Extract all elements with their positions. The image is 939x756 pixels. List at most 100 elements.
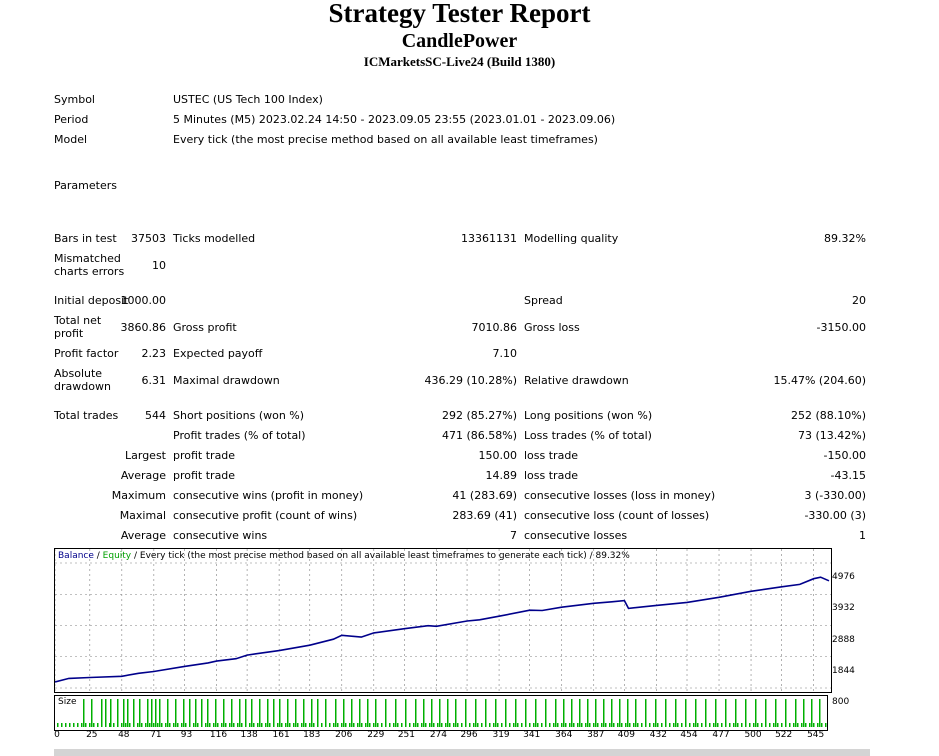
maxdd-label: Maximal drawdown [173, 374, 280, 387]
bars-label: Bars in test [54, 232, 117, 245]
trades-value: 544 [145, 409, 166, 422]
largest-label: Largest [125, 449, 166, 462]
size-bar [325, 699, 327, 727]
size-base-mark [193, 723, 195, 727]
x-tick-label: 364 [555, 730, 573, 740]
x-tick-label: 161 [272, 730, 290, 740]
size-bar [765, 699, 767, 727]
size-base-mark [137, 723, 139, 727]
avg2-label: Average [120, 529, 166, 542]
period-value: 5 Minutes (M5) 2023.02.24 14:50 - 2023.0… [173, 113, 616, 126]
size-bar [505, 699, 507, 727]
size-base-mark [437, 723, 439, 727]
size-panel: Size [54, 695, 828, 731]
balance-chart-svg [55, 549, 831, 692]
size-base-mark [757, 723, 759, 727]
size-base-mark [297, 723, 299, 727]
grossprofit-value: 7010.86 [471, 321, 518, 334]
size-base-mark [253, 723, 255, 727]
size-base-mark [209, 723, 211, 727]
size-base-mark [649, 723, 651, 727]
size-base-mark [609, 723, 611, 727]
size-base-mark [333, 723, 335, 727]
size-bar [335, 699, 337, 727]
avg-wins-label: consecutive wins [173, 529, 268, 542]
size-bar [259, 699, 261, 727]
size-base-mark [397, 723, 399, 727]
size-base-mark [569, 723, 571, 727]
size-base-mark [265, 723, 267, 727]
size-base-mark [813, 723, 815, 727]
size-bar [685, 699, 687, 727]
size-bar [603, 699, 605, 727]
x-tick-label: 274 [429, 730, 448, 740]
x-tick-label: 251 [397, 730, 415, 740]
size-base-mark [157, 723, 159, 727]
size-base-mark [553, 723, 555, 727]
size-base-mark [237, 723, 239, 727]
size-base-mark [629, 723, 631, 727]
legend-sep: / [93, 551, 103, 561]
size-base-mark [729, 723, 731, 727]
long-value: 252 (88.10%) [790, 409, 866, 422]
size-base-mark [249, 723, 251, 727]
x-tick-label: 206 [335, 730, 353, 740]
size-base-mark [361, 723, 363, 727]
size-bar [715, 699, 717, 727]
average-loss-label: loss trade [524, 469, 579, 482]
size-base-mark [345, 723, 347, 727]
size-bar [819, 699, 821, 727]
size-base-mark [233, 723, 235, 727]
size-bar [127, 699, 129, 727]
x-tick-label: 71 [150, 730, 162, 740]
x-tick-label: 0 [54, 730, 60, 740]
size-bar [110, 699, 112, 727]
size-bar [267, 699, 269, 727]
size-bar [515, 699, 517, 727]
y-tick-label: 2888 [832, 634, 855, 645]
symbol-label: Symbol [54, 93, 95, 106]
maximal-profit-label: consecutive profit (count of wins) [173, 509, 358, 522]
size-bar [159, 699, 161, 727]
size-base-mark [285, 723, 287, 727]
x-tick-label: 409 [617, 730, 635, 740]
x-tick-label: 341 [523, 730, 541, 740]
size-base-mark [425, 723, 427, 727]
size-base-mark [773, 723, 775, 727]
size-bar [485, 699, 487, 727]
legend-rest: / Every tick (the most precise method ba… [131, 551, 630, 561]
size-bar [619, 699, 621, 727]
grossprofit-label: Gross profit [173, 321, 237, 334]
size-bar [303, 699, 305, 727]
size-bar [367, 699, 369, 727]
size-base-mark [85, 723, 87, 727]
size-base-mark [661, 723, 663, 727]
size-bar [665, 699, 667, 727]
size-base-mark [501, 723, 503, 727]
x-tick-label: 432 [649, 730, 667, 740]
size-bar [175, 699, 177, 727]
x-tick-label: 183 [303, 730, 321, 740]
series-line-balance [55, 576, 830, 683]
size-base-mark [73, 723, 75, 727]
size-base-mark [605, 723, 607, 727]
size-base-mark [637, 723, 639, 727]
size-base-mark [141, 723, 143, 727]
size-base-mark [321, 723, 323, 727]
size-base-mark [777, 723, 779, 727]
size-bar [317, 699, 319, 727]
size-bar [579, 699, 581, 727]
size-base-mark [77, 723, 79, 727]
size-base-mark [205, 723, 207, 727]
size-base-mark [129, 723, 131, 727]
size-base-mark [493, 723, 495, 727]
loss-trades-label: Loss trades (% of total) [524, 429, 652, 442]
max-wins-value: 41 (283.69) [452, 489, 517, 502]
size-bar [223, 699, 225, 727]
size-base-mark [337, 723, 339, 727]
size-base-mark [377, 723, 379, 727]
size-bar [183, 699, 185, 727]
netprofit-label-2: profit [54, 327, 84, 340]
grossloss-value: -3150.00 [816, 321, 866, 334]
absdd-label-1: Absolute [54, 367, 103, 380]
